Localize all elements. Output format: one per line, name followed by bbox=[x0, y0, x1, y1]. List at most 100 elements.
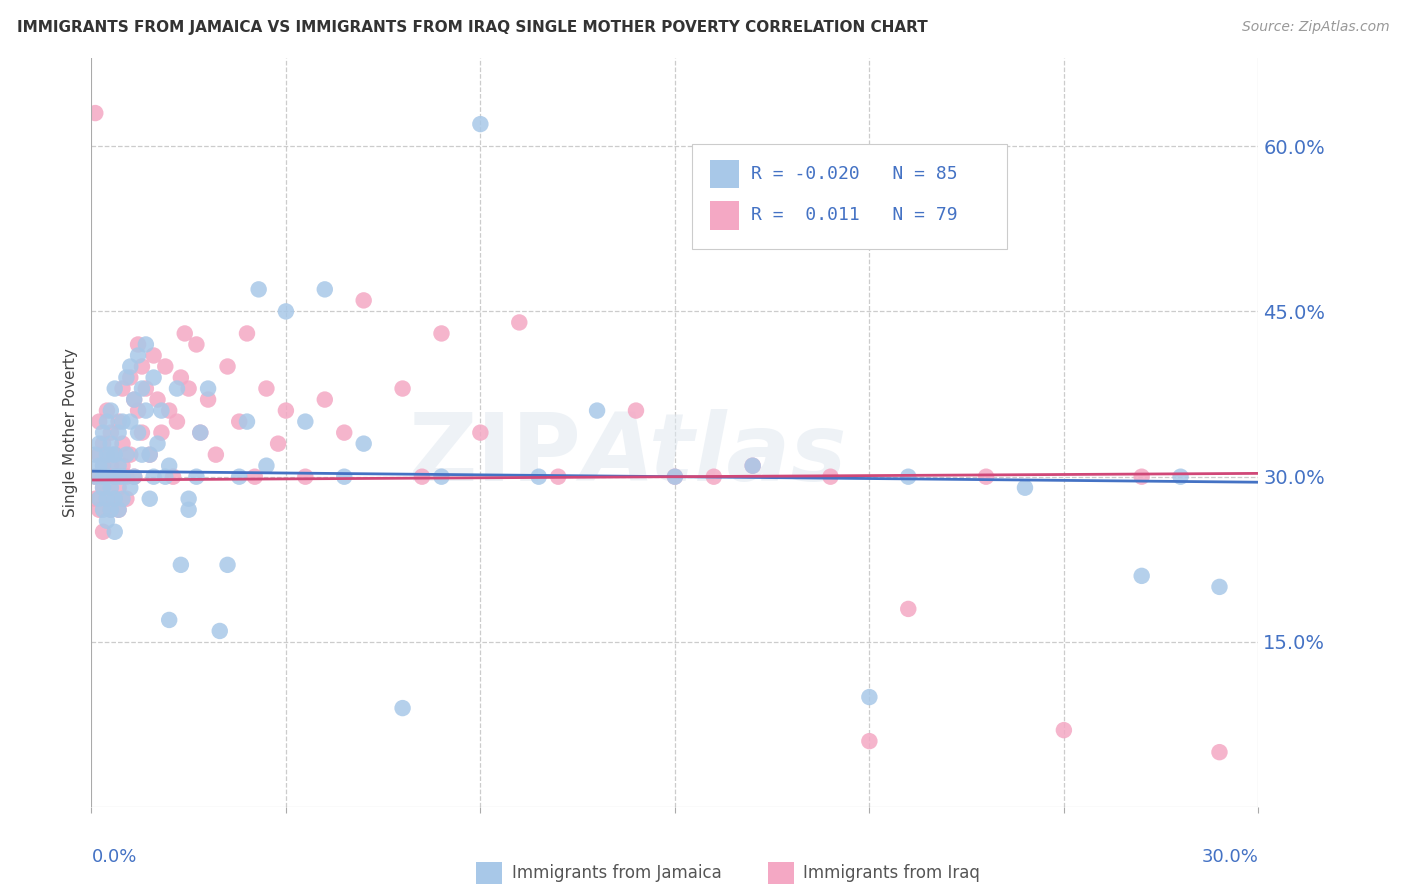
Point bbox=[111, 436, 134, 450]
Point bbox=[155, 469, 177, 483]
Point bbox=[96, 415, 118, 429]
Point bbox=[146, 392, 169, 407]
Point bbox=[508, 315, 530, 329]
Text: 30.0%: 30.0% bbox=[1202, 848, 1258, 866]
Text: Immigrants from Iraq: Immigrants from Iraq bbox=[803, 864, 980, 882]
Point bbox=[470, 117, 492, 131]
Point bbox=[100, 403, 122, 417]
Point bbox=[1208, 745, 1230, 759]
Point bbox=[236, 326, 259, 341]
Point bbox=[217, 359, 239, 374]
Point bbox=[91, 481, 114, 495]
Point bbox=[208, 624, 231, 638]
Point bbox=[236, 415, 259, 429]
Point bbox=[131, 382, 153, 396]
Point bbox=[111, 382, 134, 396]
Point bbox=[115, 370, 138, 384]
Text: Source: ZipAtlas.com: Source: ZipAtlas.com bbox=[1241, 20, 1389, 34]
Bar bbox=[710, 201, 740, 229]
Point bbox=[150, 403, 173, 417]
Point bbox=[96, 469, 118, 483]
Point bbox=[157, 458, 180, 473]
Point bbox=[107, 458, 129, 473]
Point bbox=[91, 469, 114, 483]
Point bbox=[974, 469, 997, 483]
Point bbox=[333, 469, 356, 483]
Point bbox=[243, 469, 266, 483]
Point bbox=[96, 448, 118, 462]
Point bbox=[157, 613, 180, 627]
Text: R = -0.020   N = 85: R = -0.020 N = 85 bbox=[751, 165, 957, 183]
Point bbox=[96, 514, 118, 528]
Point bbox=[256, 458, 278, 473]
Point bbox=[104, 491, 127, 506]
Point bbox=[157, 403, 180, 417]
Point bbox=[104, 524, 127, 539]
Point bbox=[703, 469, 725, 483]
Point bbox=[664, 469, 686, 483]
Point bbox=[391, 382, 413, 396]
Point bbox=[1014, 481, 1036, 495]
Point bbox=[122, 392, 145, 407]
Point bbox=[89, 502, 111, 516]
Text: R =  0.011   N = 79: R = 0.011 N = 79 bbox=[751, 206, 957, 224]
Point bbox=[104, 491, 127, 506]
Point bbox=[1170, 469, 1192, 483]
Point bbox=[91, 458, 114, 473]
Point bbox=[89, 415, 111, 429]
Point bbox=[314, 392, 336, 407]
Point bbox=[858, 690, 880, 704]
Point bbox=[197, 392, 219, 407]
Point bbox=[135, 337, 157, 351]
Point bbox=[741, 458, 763, 473]
Point bbox=[267, 436, 290, 450]
Point bbox=[294, 469, 316, 483]
Point bbox=[120, 359, 142, 374]
Point bbox=[138, 448, 162, 462]
Point bbox=[111, 469, 134, 483]
Point bbox=[100, 502, 122, 516]
Point bbox=[84, 469, 107, 483]
Text: Atlas: Atlas bbox=[582, 409, 846, 501]
Point bbox=[228, 469, 250, 483]
Point bbox=[91, 502, 114, 516]
Point bbox=[107, 415, 129, 429]
Point bbox=[741, 458, 763, 473]
Point bbox=[131, 448, 153, 462]
Point bbox=[664, 469, 686, 483]
Text: IMMIGRANTS FROM JAMAICA VS IMMIGRANTS FROM IRAQ SINGLE MOTHER POVERTY CORRELATIO: IMMIGRANTS FROM JAMAICA VS IMMIGRANTS FR… bbox=[17, 20, 928, 35]
Point bbox=[96, 469, 118, 483]
Point bbox=[127, 425, 149, 440]
Point bbox=[188, 425, 211, 440]
Point bbox=[107, 502, 129, 516]
Point bbox=[274, 304, 297, 318]
Point bbox=[1053, 723, 1076, 738]
Point bbox=[430, 326, 453, 341]
Point bbox=[104, 469, 127, 483]
Point bbox=[104, 382, 127, 396]
Point bbox=[135, 403, 157, 417]
Point bbox=[1130, 569, 1153, 583]
Point bbox=[89, 448, 111, 462]
Point bbox=[177, 382, 200, 396]
Point bbox=[197, 382, 219, 396]
Bar bbox=[768, 862, 794, 885]
Point bbox=[353, 293, 375, 308]
Point bbox=[100, 502, 122, 516]
Point bbox=[131, 425, 153, 440]
Point bbox=[111, 458, 134, 473]
Point bbox=[115, 491, 138, 506]
Point bbox=[186, 337, 208, 351]
Point bbox=[391, 701, 413, 715]
Point bbox=[120, 448, 142, 462]
Point bbox=[146, 436, 169, 450]
Point bbox=[127, 403, 149, 417]
Point bbox=[120, 481, 142, 495]
Text: 0.0%: 0.0% bbox=[91, 848, 136, 866]
Point bbox=[162, 469, 184, 483]
Point bbox=[127, 349, 149, 363]
Point bbox=[100, 436, 122, 450]
Point bbox=[353, 436, 375, 450]
Point bbox=[115, 469, 138, 483]
Point bbox=[138, 448, 162, 462]
